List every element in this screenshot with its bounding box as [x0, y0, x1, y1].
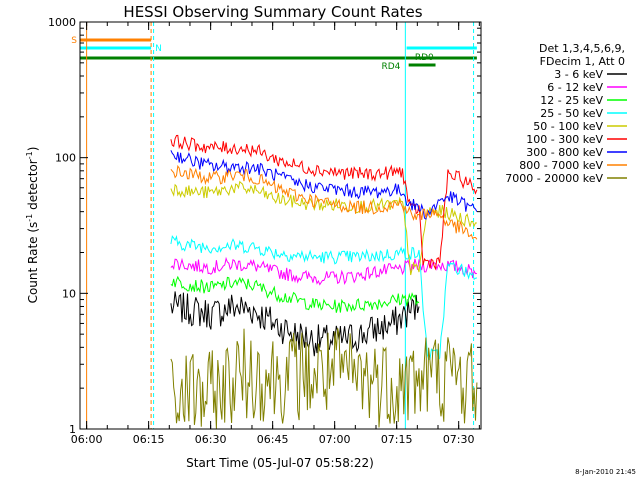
x-tick-label: 06:45	[257, 433, 289, 446]
y-tick-label: 100	[55, 152, 76, 165]
series-line-50-100-kev	[170, 180, 477, 276]
y-axis-label: Count Rate (s-1 detector-1)	[25, 147, 40, 304]
annotation-label-rd0: RD0	[415, 53, 434, 63]
legend-entry-label: 50 - 100 keV	[533, 120, 603, 133]
plot-frame	[79, 21, 482, 430]
series-line-800-7000-kev	[170, 164, 478, 240]
series-line-3-6-kev	[170, 291, 420, 357]
y-tick-label: 1	[69, 423, 76, 436]
legend-header-line: FDecim 1, Att 0	[540, 55, 625, 68]
series-line-100-300-kev	[170, 134, 478, 271]
annotation-label-n: N	[155, 44, 162, 54]
series-line-300-800-kev	[170, 150, 478, 220]
svg-text:Count Rate (s-1 detector-1): Count Rate (s-1 detector-1)	[25, 147, 40, 304]
x-tick-label: 07:00	[319, 433, 351, 446]
series-line-25-50-kev	[170, 235, 478, 362]
x-tick-label: 07:30	[443, 433, 475, 446]
series-line-6-12-kev	[170, 256, 477, 286]
legend-entry-label: 7000 - 20000 keV	[505, 172, 603, 185]
x-axis-label: Start Time (05-Jul-07 05:58:22)	[186, 456, 374, 470]
legend-entry-label: 12 - 25 keV	[540, 94, 603, 107]
legend-entry-label: 6 - 12 keV	[547, 81, 603, 94]
legend-entry-label: 25 - 50 keV	[540, 107, 603, 120]
x-tick-label: 06:30	[195, 433, 227, 446]
x-tick-label: 06:15	[133, 433, 165, 446]
series-line-7000-20000-kev	[170, 328, 478, 430]
y-tick-label: 1000	[48, 16, 76, 29]
legend-header-line: Det 1,3,4,5,6,9,	[539, 42, 625, 55]
annotation-label-rd4: RD4	[381, 62, 400, 72]
legend-entry-label: 300 - 800 keV	[526, 146, 603, 159]
annotation-label-s: S	[71, 36, 77, 46]
series-line-12-25-kev	[170, 275, 420, 313]
footer-timestamp: 8-Jan-2010 21:45	[575, 468, 636, 476]
x-tick-label: 06:00	[71, 433, 103, 446]
y-tick-label: 10	[62, 287, 76, 300]
legend-entry-label: 100 - 300 keV	[526, 133, 603, 146]
chart-title: HESSI Observing Summary Count Rates	[123, 3, 422, 21]
x-tick-label: 07:15	[381, 433, 413, 446]
legend-entry-label: 800 - 7000 keV	[519, 159, 603, 172]
legend-entry-label: 3 - 6 keV	[554, 68, 603, 81]
